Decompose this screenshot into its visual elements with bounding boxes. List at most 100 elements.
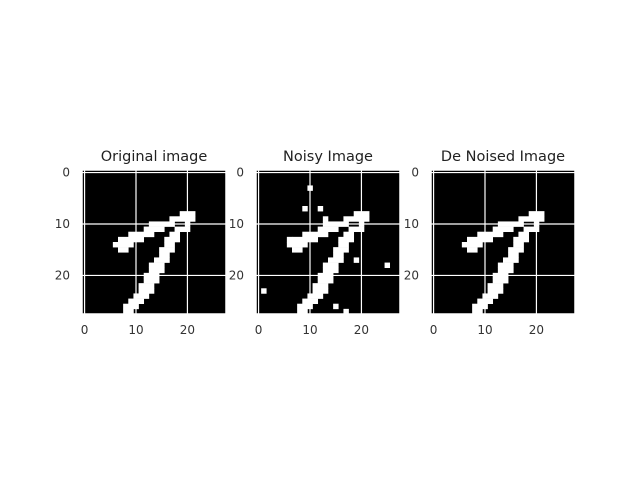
pixel-run: [154, 257, 170, 263]
panel-title: De Noised Image: [441, 149, 565, 165]
pixel-run: [312, 288, 329, 294]
pixel-run: [503, 257, 519, 263]
pixel-run: [169, 216, 196, 222]
pixel-run: [333, 247, 349, 253]
pixel-run: [286, 236, 293, 243]
pixel-run: [523, 226, 540, 233]
x-tick-label: 10: [128, 323, 143, 337]
pixel-run: [317, 226, 339, 233]
pixel-run: [477, 231, 504, 238]
x-tick-label: 20: [354, 323, 369, 337]
pixel-run: [322, 216, 329, 222]
pixel-run: [312, 283, 329, 289]
pixel-run: [297, 308, 308, 315]
pixel-run: [159, 252, 170, 258]
y-tick-label: 0: [236, 166, 244, 180]
y-tick-label: 10: [55, 217, 70, 231]
panel-title: Noisy Image: [283, 149, 373, 165]
pixel-run: [322, 267, 339, 274]
pixel-run: [302, 231, 329, 238]
pixel-run: [164, 236, 181, 243]
pixel-run: [343, 231, 355, 238]
pixel-run: [118, 236, 145, 243]
x-tick-label: 20: [529, 323, 544, 337]
y-tick-label: 10: [229, 217, 244, 231]
pixel-run: [487, 283, 504, 289]
pixel-run: [518, 231, 530, 238]
pixel-run: [348, 226, 365, 233]
pixel-run: [143, 226, 165, 233]
pixel-run: [148, 262, 165, 269]
x-tick-label: 0: [430, 323, 438, 337]
pixel-run: [492, 226, 514, 233]
pixel-run: [307, 293, 324, 299]
pixel-run: [302, 206, 308, 212]
axes-frame: [81, 169, 227, 315]
pixel-run: [513, 242, 524, 248]
pixel-run: [461, 242, 483, 248]
pixel-run: [513, 236, 530, 243]
pixel-run: [322, 262, 339, 269]
pixel-run: [343, 216, 370, 222]
pixel-run: [497, 267, 514, 274]
pixel-run: [317, 206, 324, 212]
pixel-run: [467, 247, 478, 253]
pixel-run: [123, 308, 134, 315]
x-tick-label: 10: [477, 323, 492, 337]
pixel-run: [333, 252, 344, 258]
y-tick-label: 10: [404, 217, 419, 231]
axes-frame: [255, 169, 401, 315]
pixel-run: [292, 247, 303, 253]
pixel-run: [338, 242, 349, 248]
pixel-run: [133, 293, 150, 299]
pixel-run: [487, 288, 504, 294]
pixel-run: [508, 247, 524, 253]
panel-2: Noisy Image 0 0 10 10 20 20: [229, 149, 401, 337]
pixel-run: [328, 257, 344, 263]
pixel-run: [118, 247, 129, 253]
pixel-run: [497, 262, 514, 269]
pixel-run: [482, 293, 499, 299]
y-tick-label: 0: [62, 166, 70, 180]
panel-1: Original image 0 0 10 10 20 20: [55, 149, 227, 337]
pixel-run: [467, 236, 494, 243]
pixel-run: [128, 231, 155, 238]
pixel-run: [138, 288, 155, 294]
x-tick-label: 20: [180, 323, 195, 337]
y-tick-label: 0: [411, 166, 419, 180]
pixel-run: [112, 242, 134, 248]
pixel-run: [508, 252, 519, 258]
pixel-run: [138, 283, 155, 289]
x-tick-label: 0: [255, 323, 263, 337]
pixel-run: [492, 278, 509, 284]
pixel-run: [174, 226, 191, 233]
pixel-run: [292, 236, 319, 243]
pixel-run: [472, 308, 483, 315]
x-tick-label: 0: [81, 323, 89, 337]
panel-title: Original image: [101, 149, 208, 165]
x-tick-label: 10: [302, 323, 317, 337]
pixel-run: [169, 231, 181, 238]
y-tick-label: 20: [55, 268, 70, 282]
pixel-run: [333, 303, 339, 310]
y-tick-label: 20: [404, 268, 419, 282]
pixel-run: [143, 278, 160, 284]
pixel-run: [297, 303, 313, 310]
pixel-run: [286, 242, 308, 248]
pixel-run: [343, 308, 349, 315]
pixel-run: [384, 262, 391, 269]
panel-3: De Noised Image 0 0 10 10 20 20: [404, 149, 576, 337]
pixel-run: [123, 303, 139, 310]
pixel-run: [164, 242, 175, 248]
pixel-run: [472, 303, 488, 310]
pixel-run: [261, 288, 267, 294]
pixel-run: [148, 267, 165, 274]
y-tick-label: 20: [229, 268, 244, 282]
pixel-run: [159, 247, 175, 253]
pixel-run: [353, 257, 360, 263]
pixel-run: [518, 216, 545, 222]
axes-frame: [430, 169, 576, 315]
pixel-run: [317, 278, 334, 284]
